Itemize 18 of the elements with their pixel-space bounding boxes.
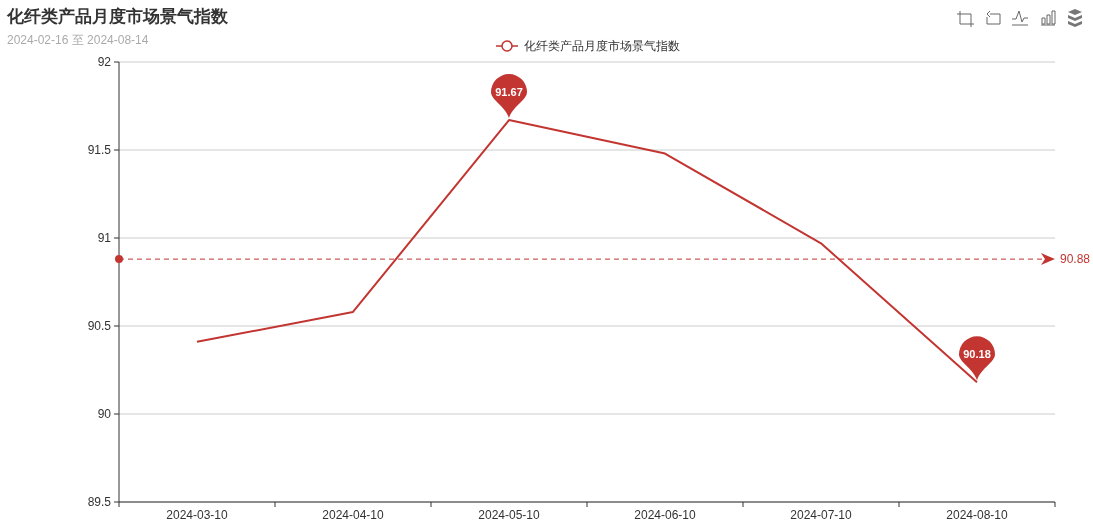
legend-label: 化纤类产品月度市场景气指数 (524, 39, 680, 53)
y-tick-label: 89.5 (87, 495, 112, 509)
x-tick-label: 2024-05-10 (478, 508, 541, 522)
x-tick-label: 2024-08-10 (946, 508, 1009, 522)
chart-title: 化纤类产品月度市场景气指数 (6, 7, 229, 26)
chart-subtitle: 2024-02-16 至 2024-08-14 (7, 33, 149, 47)
y-tick-label: 91 (97, 231, 112, 245)
annotation: 91.67 (495, 86, 523, 99)
x-tick-label: 2024-04-10 (322, 508, 385, 522)
y-tick-label: 90.5 (87, 319, 112, 333)
annotation: 90.18 (963, 348, 991, 361)
x-tick-label: 2024-07-10 (790, 508, 853, 522)
x-tick-label: 2024-06-10 (634, 508, 697, 522)
y-tick-label: 91.5 (87, 143, 112, 157)
y-tick-label: 92 (97, 55, 112, 69)
x-tick-label: 2024-03-10 (166, 508, 229, 522)
ref-line-label: 90.88 (1060, 252, 1091, 267)
y-tick-label: 90 (97, 407, 112, 421)
